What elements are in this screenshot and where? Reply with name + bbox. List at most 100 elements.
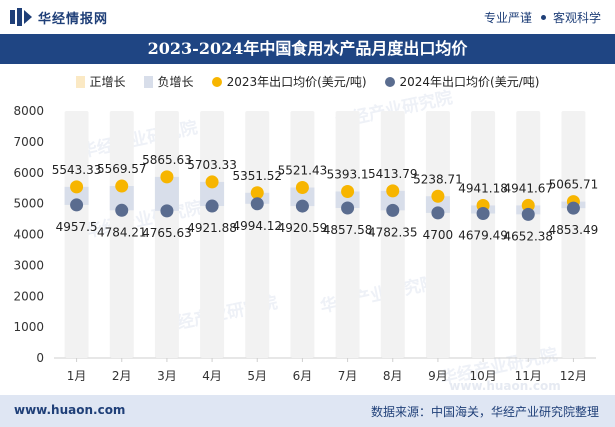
- bar-track-1: [109, 111, 134, 358]
- growth-bar-8: [425, 196, 450, 213]
- marker-2024-9: [476, 207, 490, 221]
- data-label-2024-1: 4784.21: [97, 225, 147, 239]
- footer-website-link[interactable]: www.huaon.com: [14, 403, 126, 417]
- marker-2024-1: [115, 203, 129, 217]
- legend-label-2023: 2023年出口均价(美元/吨): [226, 75, 367, 89]
- footer-bar: www.huaon.com 数据来源：中国海关，华经产业研究院整理: [0, 395, 615, 427]
- y-tick-label-6: 6000: [13, 166, 44, 180]
- bar-track-8: [425, 111, 450, 358]
- y-tick-label-1: 1000: [13, 320, 44, 334]
- data-label-2023-11: 5065.71: [549, 178, 599, 192]
- marker-2023-2: [160, 170, 174, 184]
- legend-swatch-2023: [211, 76, 222, 87]
- x-tick-label-7: 8月: [383, 369, 403, 383]
- data-label-2023-9: 4941.18: [458, 181, 508, 195]
- huajing-logo-icon: [10, 8, 32, 26]
- legend-label-negative: 负增长: [157, 75, 194, 89]
- x-tick-label-1: 2月: [112, 369, 132, 383]
- data-labels: 5543.335569.575865.635703.335351.525521.…: [52, 153, 598, 243]
- legend-label-2024: 2024年出口均价(美元/吨): [399, 75, 540, 89]
- marker-2024-5: [295, 199, 309, 213]
- marker-2023-6: [341, 184, 355, 198]
- tagline-professional: 专业严谨: [483, 11, 532, 25]
- x-tick-label-9: 10月: [469, 369, 496, 383]
- marker-2024-8: [431, 206, 445, 220]
- growth-bars: [64, 111, 586, 358]
- chart-title-band: 2023-2024年中国食用水产品月度出口均价: [0, 34, 615, 64]
- x-tick-label-8: 9月: [428, 369, 448, 383]
- x-tick-label-3: 4月: [202, 369, 222, 383]
- bar-track-0: [64, 111, 89, 358]
- y-tick-label-5: 5000: [13, 197, 44, 211]
- legend-swatch-positive: [75, 75, 85, 88]
- bar-track-5: [290, 111, 315, 358]
- legend-swatch-negative: [143, 75, 153, 88]
- marker-2024-11: [566, 201, 580, 215]
- marker-2023-0: [70, 180, 84, 194]
- marker-2023-3: [205, 175, 219, 189]
- tagline-dot-separator: [540, 15, 546, 20]
- data-label-2023-2: 5865.63: [142, 153, 192, 167]
- data-label-2023-7: 5413.79: [368, 167, 418, 181]
- legend-item-2023[interactable]: 2023年出口均价(美元/吨): [211, 73, 367, 90]
- legend-label-positive: 正增长: [89, 75, 126, 89]
- chart-title: 2023-2024年中国食用水产品月度出口均价: [147, 39, 468, 58]
- x-tick-label-5: 6月: [293, 369, 313, 383]
- bar-track-7: [380, 111, 405, 358]
- data-label-2024-6: 4857.58: [323, 223, 373, 237]
- brand[interactable]: 华经情报网: [10, 7, 108, 27]
- x-tick-label-6: 7月: [338, 369, 358, 383]
- data-label-2023-3: 5703.33: [187, 158, 237, 172]
- marker-2023-8: [431, 189, 445, 203]
- tagline-objective: 客观科学: [552, 11, 601, 25]
- chart-axes: 0 1000 2000 3000 4000 5000 6000 7000 8000 1月 2月 3月 4…: [13, 104, 596, 383]
- marker-2023-1: [115, 179, 129, 193]
- data-label-2024-5: 4920.59: [278, 221, 328, 235]
- data-label-2023-10: 4941.67: [503, 181, 553, 195]
- marker-2024-0: [70, 198, 84, 212]
- data-label-2024-3: 4921.88: [187, 221, 237, 235]
- bar-track-6: [335, 111, 360, 358]
- x-tick-label-2: 3月: [157, 369, 177, 383]
- bar-track-4: [245, 111, 270, 358]
- x-tick-label-10: 11月: [515, 369, 542, 383]
- legend-item-positive-growth[interactable]: 正增长: [75, 73, 126, 90]
- marker-2023-4: [250, 186, 264, 200]
- data-label-2023-8: 5238.71: [413, 172, 463, 186]
- legend-swatch-2024: [384, 76, 395, 87]
- footer-data-source: 数据来源：中国海关，华经产业研究院整理: [370, 405, 599, 419]
- marker-2024-4: [250, 197, 264, 211]
- data-label-2024-10: 4652.38: [503, 229, 553, 243]
- marker-2024-10: [521, 207, 535, 221]
- y-tick-label-8: 8000: [13, 104, 44, 118]
- brand-name: 华经情报网: [38, 11, 109, 27]
- y-tick-label-7: 7000: [13, 135, 44, 149]
- legend-item-negative-growth[interactable]: 负增长: [143, 73, 194, 90]
- data-label-2023-0: 5543.33: [52, 163, 102, 177]
- data-label-2023-1: 5569.57: [97, 162, 147, 176]
- tagline: 专业严谨 客观科学: [484, 9, 601, 26]
- chart-plot: 华经产业研究院华经产业研究院华经产业研究院华经产业研究院华经产业研究院华经产业研…: [13, 87, 598, 393]
- data-label-2024-4: 4994.12: [232, 219, 282, 233]
- x-tick-label-0: 1月: [67, 369, 87, 383]
- x-tick-label-11: 12月: [560, 369, 587, 383]
- marker-2024-2: [160, 204, 174, 218]
- data-label-2024-7: 4782.35: [368, 225, 418, 239]
- data-label-2024-9: 4679.49: [458, 229, 508, 243]
- chart-legend: 正增长 负增长 2023年出口均价(美元/吨) 2024年出口均价(美元/吨): [0, 73, 615, 90]
- y-tick-label-2: 2000: [13, 289, 44, 303]
- y-tick-label-3: 3000: [13, 258, 44, 272]
- data-label-2023-6: 5393.1: [327, 167, 369, 181]
- bar-track-11: [561, 111, 586, 358]
- bar-track-2: [154, 111, 179, 358]
- x-tick-label-4: 5月: [247, 369, 267, 383]
- growth-bar-5: [290, 187, 315, 207]
- legend-item-2024[interactable]: 2024年出口均价(美元/吨): [384, 73, 540, 90]
- marker-2023-10: [521, 198, 535, 212]
- data-label-2024-8: 4700: [423, 228, 454, 242]
- marker-2024-6: [341, 201, 355, 215]
- top-header-bar: 华经情报网 专业严谨 客观科学: [0, 0, 615, 34]
- data-label-2024-0: 4957.5: [56, 220, 98, 234]
- marker-2024-3: [205, 199, 219, 213]
- marker-2023-7: [386, 184, 400, 198]
